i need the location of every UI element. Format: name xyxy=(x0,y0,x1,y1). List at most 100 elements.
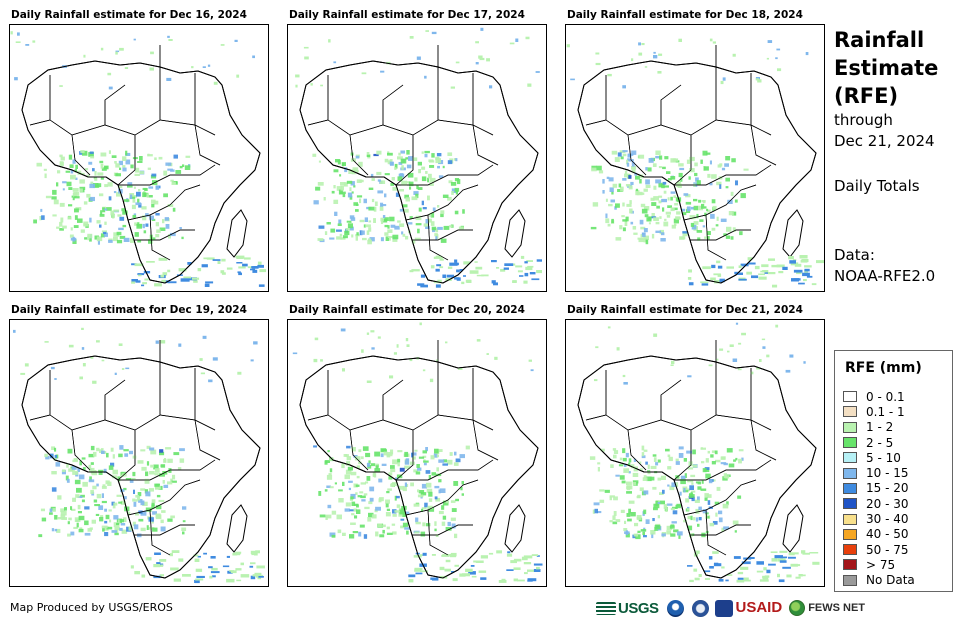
country-border-top xyxy=(405,479,479,516)
rainfall-cell xyxy=(208,379,213,383)
rainfall-cell xyxy=(134,571,140,575)
rainfall-cell xyxy=(423,462,427,466)
rainfall-cell xyxy=(237,271,241,274)
rainfall-cell xyxy=(645,167,648,171)
rainfall-cell xyxy=(523,562,532,565)
rainfall-cell xyxy=(61,517,67,520)
rainfall-cell xyxy=(434,233,438,237)
rainfall-cell xyxy=(437,449,443,452)
africa-outline-top xyxy=(577,60,817,284)
rainfall-cell xyxy=(359,219,365,223)
fews-logo-text: FEWS NET xyxy=(808,602,866,614)
rainfall-cell xyxy=(624,170,628,175)
rainfall-cell xyxy=(454,187,460,192)
rainfall-cell xyxy=(408,156,413,161)
rainfall-cell xyxy=(54,447,57,452)
rainfall-cell xyxy=(687,467,694,470)
rainfall-cell xyxy=(607,223,611,227)
rainfall-cell xyxy=(105,514,110,520)
rainfall-cell xyxy=(655,462,659,466)
rainfall-cell xyxy=(89,476,92,482)
rainfall-cell xyxy=(243,257,251,260)
rainfall-cell xyxy=(614,157,620,162)
country-border-top xyxy=(104,70,161,136)
rainfall-cell xyxy=(493,282,498,286)
rainfall-cell xyxy=(103,468,107,474)
rainfall-cell xyxy=(439,266,444,269)
rainfall-cell xyxy=(754,265,760,270)
legend-item: 40 - 50 xyxy=(843,527,915,542)
rainfall-cell xyxy=(675,216,681,219)
rainfall-cell xyxy=(148,186,154,189)
rainfall-cell xyxy=(655,150,661,156)
rainfall-cell xyxy=(59,161,64,165)
rainfall-cell xyxy=(366,462,370,467)
rainfall-cell xyxy=(169,553,173,557)
rainfall-cell xyxy=(456,269,460,273)
rainfall-cell xyxy=(69,164,74,168)
rainfall-cell xyxy=(153,564,161,568)
rainfall-cell xyxy=(79,186,86,190)
rainfall-cell xyxy=(525,266,533,271)
rainfall-cell xyxy=(251,552,258,556)
rainfall-cell xyxy=(90,196,95,202)
rainfall-cell xyxy=(79,188,83,192)
rainfall-cell xyxy=(704,497,708,501)
usaid-emblem-icon xyxy=(714,599,733,617)
rainfall-cell xyxy=(626,159,629,165)
rainfall-cell xyxy=(461,573,470,577)
rainfall-cell xyxy=(445,341,448,344)
rainfall-cell xyxy=(598,170,604,174)
rainfall-cell xyxy=(122,165,126,168)
rainfall-cell xyxy=(458,226,464,230)
rainfall-cell xyxy=(124,67,129,69)
rainfall-cell xyxy=(673,158,679,162)
rainfall-cell xyxy=(90,356,94,359)
rainfall-cell xyxy=(766,354,770,358)
rainfall-cell xyxy=(737,495,742,499)
rainfall-cell xyxy=(70,531,75,536)
rainfall-cell xyxy=(788,256,794,260)
rainfall-cell xyxy=(416,464,420,468)
country-border-top xyxy=(627,134,647,176)
rainfall-cell xyxy=(138,518,144,522)
rainfall-cell xyxy=(142,215,147,221)
rainfall-cell xyxy=(50,366,55,370)
rainfall-cell xyxy=(689,485,694,490)
rainfall-cell xyxy=(71,466,77,470)
rainfall-cell xyxy=(780,556,788,559)
rainfall-cell xyxy=(171,181,176,185)
country-border-top xyxy=(395,135,414,186)
rainfall-cell xyxy=(417,283,425,286)
rainfall-cell xyxy=(360,495,366,499)
rainfall-cell xyxy=(52,214,57,217)
rainfall-cell xyxy=(397,176,403,182)
rainfall-cell xyxy=(171,480,177,483)
rainfall-cell xyxy=(756,367,761,370)
rainfall-cell xyxy=(409,358,413,362)
rainfall-cell xyxy=(336,186,343,191)
rainfall-cell xyxy=(449,452,453,456)
rainfall-cell xyxy=(732,53,736,57)
rainfall-cell xyxy=(435,534,439,537)
rainfall-cell xyxy=(527,265,534,268)
rainfall-cell xyxy=(68,204,73,207)
rainfall-cell xyxy=(234,39,238,42)
rainfall-cell xyxy=(60,514,66,519)
rainfall-cell xyxy=(44,341,49,343)
rainfall-cell xyxy=(695,517,699,522)
rainfall-cell xyxy=(129,478,134,483)
rainfall-cell xyxy=(154,283,162,287)
rainfall-cell xyxy=(593,502,600,506)
rainfall-cell xyxy=(661,184,665,189)
rainfall-cell xyxy=(140,527,146,532)
legend-title: RFE (mm) xyxy=(845,360,922,376)
rainfall-cell xyxy=(776,264,785,268)
rainfall-cell xyxy=(643,206,650,211)
rainfall-cell xyxy=(179,165,183,169)
rainfall-cell xyxy=(125,478,131,481)
rainfall-cell xyxy=(767,40,773,43)
rainfall-cell xyxy=(786,574,792,578)
rainfall-cell xyxy=(411,239,416,244)
rainfall-cell xyxy=(405,157,409,160)
